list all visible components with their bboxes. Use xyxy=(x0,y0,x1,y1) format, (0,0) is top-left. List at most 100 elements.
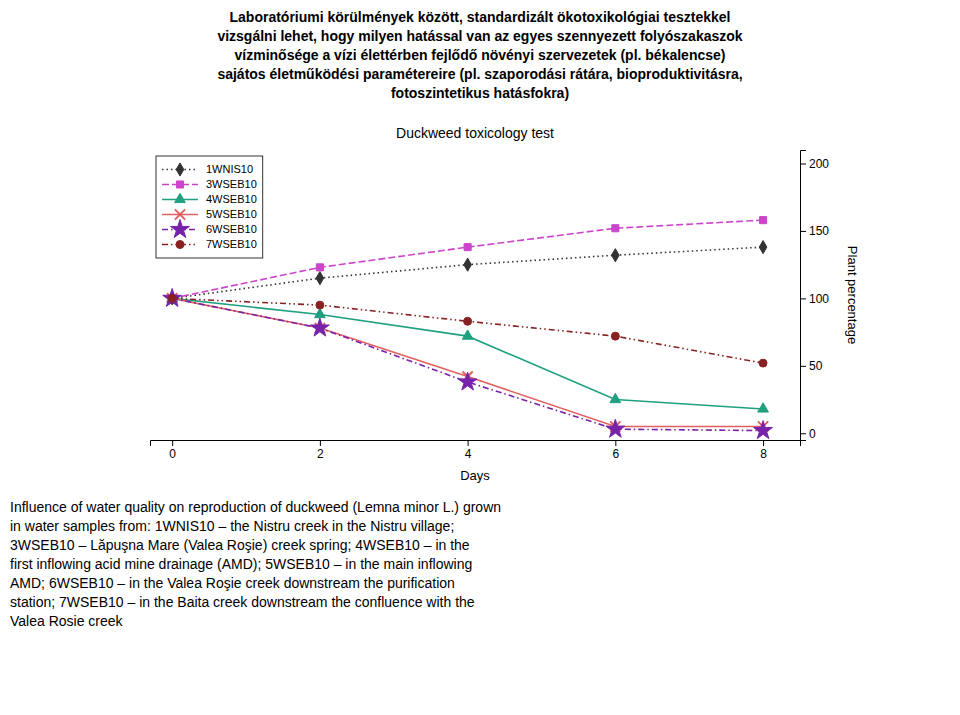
legend-item: 3WSEB10 xyxy=(162,178,257,190)
series-marker xyxy=(464,258,472,271)
legend-swatch-marker xyxy=(171,220,190,238)
x-tick: 4 xyxy=(465,440,472,461)
legend-item: 4WSEB10 xyxy=(162,193,257,205)
series-marker xyxy=(315,308,326,317)
series-marker xyxy=(760,217,767,224)
series-marker xyxy=(758,403,769,412)
subtitle-line: Laboratóriumi körülmények között, standa… xyxy=(230,9,731,25)
x-tick-label: 6 xyxy=(612,447,619,461)
y-tick-label: 150 xyxy=(809,224,829,238)
x-tick: 0 xyxy=(169,440,176,461)
series-line xyxy=(172,298,763,409)
y-tick-label: 0 xyxy=(809,427,816,441)
legend-item: 6WSEB10 xyxy=(162,220,257,238)
title: Duckweed toxicology test xyxy=(396,125,554,141)
marks xyxy=(163,217,773,439)
plot: Duckweed toxicology test 0 2 4 6 8 0 50 100 150 20… xyxy=(151,125,861,483)
x-axis-line xyxy=(151,441,801,447)
y-tick-label: 200 xyxy=(809,157,829,171)
series-marker xyxy=(316,272,324,285)
legend-label: 3WSEB10 xyxy=(206,178,257,190)
chart: Laboratóriumi körülmények között, standa… xyxy=(0,0,960,715)
footer: Influence of water quality on reproducti… xyxy=(10,499,501,629)
series-marker xyxy=(759,359,767,367)
legend-item: 7WSEB10 xyxy=(162,238,257,250)
y-tick-mark xyxy=(800,366,806,367)
footer-line: 3WSEB10 – Lăpuşna Mare (Valea Roşie) cre… xyxy=(10,537,470,553)
series-marker xyxy=(464,244,471,251)
series-marker xyxy=(606,419,625,437)
legend-label: 5WSEB10 xyxy=(206,208,257,220)
x-tick-mark xyxy=(468,440,469,446)
legend-item: 1WNIS10 xyxy=(162,163,253,176)
y-tick-label: 100 xyxy=(809,292,829,306)
y-tick: 50 xyxy=(800,359,823,373)
y-tick: 0 xyxy=(800,427,816,441)
x-tick-label: 4 xyxy=(465,447,472,461)
y-tick-mark xyxy=(800,163,806,164)
y-tick: 200 xyxy=(800,157,829,171)
x-tick: 8 xyxy=(760,440,767,461)
series-marker xyxy=(462,330,473,339)
y-tick: 100 xyxy=(800,292,829,306)
subtitle-line: vizsgálni lehet, hogy milyen hatással va… xyxy=(217,28,742,44)
y-tick-mark xyxy=(800,433,806,434)
series-marker xyxy=(612,225,619,232)
series-marker xyxy=(168,294,176,302)
x-tick-mark xyxy=(615,440,616,446)
legend-box xyxy=(156,156,263,258)
y-tick-mark xyxy=(800,231,806,232)
legend-swatch-marker xyxy=(176,181,183,188)
y-tick-label: 50 xyxy=(809,359,823,373)
x-tick-mark xyxy=(172,440,173,446)
footer-line: first inflowing acid mine drainage (AMD)… xyxy=(10,556,472,572)
series-line xyxy=(172,298,763,430)
series-marker xyxy=(612,249,620,262)
x-tick: 6 xyxy=(612,440,619,461)
series-marker xyxy=(610,393,621,402)
legend-label: 7WSEB10 xyxy=(206,238,257,250)
series-marker xyxy=(316,301,324,309)
x-tick-label: 8 xyxy=(760,447,767,461)
series-marker xyxy=(316,264,323,271)
x-axis-title: Days xyxy=(460,468,490,483)
legend-label: 1WNIS10 xyxy=(206,163,253,175)
series-marker xyxy=(464,317,472,325)
x-tick: 2 xyxy=(317,440,324,461)
subtitle-line: vízminősége a vízi élettérben fejlődő nö… xyxy=(235,47,726,63)
x-tick-label: 0 xyxy=(169,447,176,461)
header: Laboratóriumi körülmények között, standa… xyxy=(217,9,742,101)
y-axis-line xyxy=(801,151,807,441)
series-marker xyxy=(754,421,773,439)
series-marker xyxy=(310,318,329,336)
y-axis: 0 50 100 150 200 xyxy=(800,151,829,441)
legend-swatch-marker xyxy=(175,193,186,202)
footer-line: Valea Rosie creek xyxy=(10,613,124,629)
legend-label: 4WSEB10 xyxy=(206,193,257,205)
x-tick-mark xyxy=(320,440,321,446)
y-tick: 150 xyxy=(800,224,829,238)
series-line xyxy=(172,298,763,363)
series-marker xyxy=(611,332,619,340)
series-marker xyxy=(163,288,182,306)
series-line xyxy=(172,298,763,426)
legend: 1WNIS10 3WSEB10 4WSEB10 5WSEB10 6WSEB10 7WSEB… xyxy=(156,156,263,258)
x-axis: 0 2 4 6 8 xyxy=(151,440,801,461)
y-axis-title: Plant percentage xyxy=(845,246,860,344)
footer-line: AMD; 6WSEB10 – in the Valea Roşie creek … xyxy=(10,575,455,591)
legend-swatch-marker xyxy=(176,163,184,176)
series-marker xyxy=(458,372,477,390)
subtitle-line: sajátos életműködési paramétereire (pl. … xyxy=(217,66,742,82)
series-marker xyxy=(169,295,176,302)
y-tick-mark xyxy=(800,298,806,299)
footer-line: in water samples from: 1WNIS10 – the Nis… xyxy=(10,518,454,534)
footer-line: station; 7WSEB10 – in the Baita creek do… xyxy=(10,594,475,610)
x-tick-mark xyxy=(763,440,764,446)
subtitle-line: fotoszintetikus hatásfokra) xyxy=(391,85,569,101)
legend-label: 6WSEB10 xyxy=(206,223,257,235)
x-tick-label: 2 xyxy=(317,447,324,461)
legend-swatch-marker xyxy=(176,241,184,249)
series-marker xyxy=(759,241,767,254)
legend-item: 5WSEB10 xyxy=(162,208,257,220)
footer-line: Influence of water quality on reproducti… xyxy=(10,499,501,515)
